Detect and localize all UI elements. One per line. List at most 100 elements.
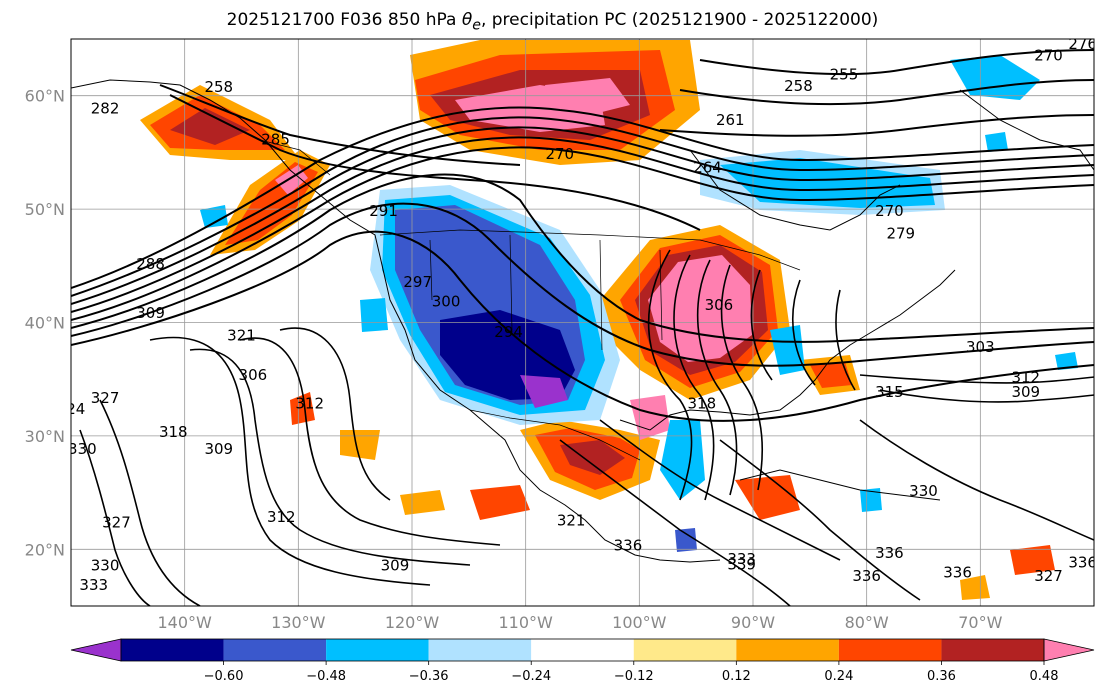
latitude-tick-labels: 20°N 30°N 40°N 50°N 60°N	[25, 87, 65, 560]
contour-label: 270	[545, 145, 574, 163]
longitude-tick-labels: 140°W 130°W 120°W 110°W 100°W 90°W 80°W 70°W	[157, 613, 1002, 632]
title-field: θ	[461, 10, 473, 30]
contour-labels: 258 2582552612642702702792822852882912973…	[57, 35, 1097, 594]
colorbar-frame	[120, 638, 1045, 662]
contour-label: 297	[403, 273, 432, 291]
plot-frame	[70, 38, 1095, 607]
contour-line	[699, 49, 1094, 76]
contour-label: 330	[68, 440, 97, 458]
precip-spot-blue-3	[985, 132, 1008, 152]
contour-line	[71, 230, 1094, 422]
title-date: 2025121700	[226, 10, 335, 30]
coastline-pacific	[71, 79, 721, 563]
precip-spot-1	[290, 392, 315, 425]
precip-area-canada-pink2	[545, 78, 630, 115]
contour-label: 294	[494, 323, 523, 341]
contour-label: 264	[693, 159, 722, 177]
coastline-gulf-atlantic	[619, 269, 956, 431]
contour-label: 258	[784, 77, 813, 95]
contour-line	[71, 202, 1094, 367]
contour-label: 321	[227, 327, 256, 345]
contour-label: 318	[688, 395, 717, 413]
colorbar-segment	[941, 639, 1044, 661]
theta-e-contours-south	[79, 327, 1094, 606]
latitude-tick-label: 60°N	[25, 87, 65, 106]
colorbar-tick-label: −0.36	[409, 669, 449, 684]
precip-spot-4	[960, 575, 990, 600]
contour-line	[71, 136, 1094, 313]
plot-area: 258 2582552612642702702792822852882912973…	[57, 35, 1097, 606]
precip-spot-3	[1010, 545, 1055, 575]
longitude-tick-label: 110°W	[498, 613, 553, 632]
longitude-tick-label: 90°W	[731, 613, 775, 632]
contour-label: 258	[204, 78, 233, 96]
contour-line	[719, 439, 921, 601]
contour-line	[720, 264, 764, 491]
colorbar-tick-label: 0.48	[1030, 669, 1059, 684]
contour-label: 333	[727, 550, 756, 568]
title-level: 850 hPa	[387, 10, 457, 30]
contour-line	[599, 419, 841, 561]
contour-line	[835, 289, 856, 391]
longitude-tick-label: 120°W	[385, 613, 440, 632]
contour-label: 255	[830, 66, 859, 84]
title-field-subscript: e	[472, 17, 481, 34]
contour-label: 288	[136, 255, 165, 273]
longitude-tick-label: 130°W	[271, 613, 326, 632]
theta-e-contours-center	[647, 249, 856, 501]
contour-label: 282	[91, 100, 120, 118]
colorbar-segment	[428, 639, 532, 661]
contour-line	[79, 429, 151, 606]
latitude-tick-label: 50°N	[25, 200, 65, 219]
contour-label: 327	[91, 389, 120, 407]
contour-label: 309	[204, 440, 233, 458]
contour-line	[750, 269, 773, 381]
latitude-tick-label: 20°N	[25, 540, 65, 559]
contour-line	[647, 249, 693, 501]
contour-label: 336	[875, 544, 904, 562]
us-canada-border	[379, 229, 801, 271]
coastline-labrador	[959, 89, 1094, 171]
title-forecast-hour: F036	[340, 10, 383, 30]
contour-line	[659, 114, 1094, 137]
contour-line	[279, 327, 391, 501]
contour-line	[71, 106, 1094, 289]
contour-line	[673, 254, 715, 501]
precip-area-atlantic-red	[810, 362, 852, 388]
precip-area-caribbean-red	[735, 475, 800, 520]
colorbar-tick-label: 0.24	[824, 669, 853, 684]
colorbar-segment	[531, 639, 634, 661]
precip-area-hudson-cyan	[720, 158, 935, 208]
contour-label: 306	[705, 296, 734, 314]
contour-label: 339	[727, 556, 756, 574]
colorbar-tick-label: −0.60	[204, 669, 244, 684]
precip-spot-blue-2	[860, 488, 882, 512]
contour-line	[169, 94, 701, 231]
contour-label: 318	[159, 423, 188, 441]
contour-line	[159, 84, 521, 166]
contour-label: 324	[57, 400, 86, 418]
alaska-border	[259, 139, 331, 176]
longitude-tick-label: 80°W	[845, 613, 889, 632]
contour-label: 312	[295, 395, 324, 413]
colorbar-segment	[326, 639, 429, 661]
state-borders	[429, 234, 663, 351]
contour-line	[239, 337, 501, 546]
contour-line	[189, 348, 471, 566]
contour-label: 276	[1068, 35, 1097, 53]
contour-label: 321	[557, 511, 586, 529]
contour-line	[696, 259, 738, 496]
colorbar-segment	[223, 639, 327, 661]
coastline-caribbean	[739, 469, 941, 501]
colorbar-segment	[121, 639, 224, 661]
colorbar-extend-low	[70, 638, 122, 662]
positive-shading	[140, 40, 1055, 600]
contour-label: 270	[1034, 46, 1063, 64]
contour-label: 330	[909, 482, 938, 500]
contour-line	[71, 173, 1094, 343]
contour-label: 285	[261, 130, 290, 148]
precip-spot-blue-6	[675, 528, 697, 552]
precip-area-texas-pink	[630, 395, 670, 440]
colorbar-segment	[838, 639, 942, 661]
